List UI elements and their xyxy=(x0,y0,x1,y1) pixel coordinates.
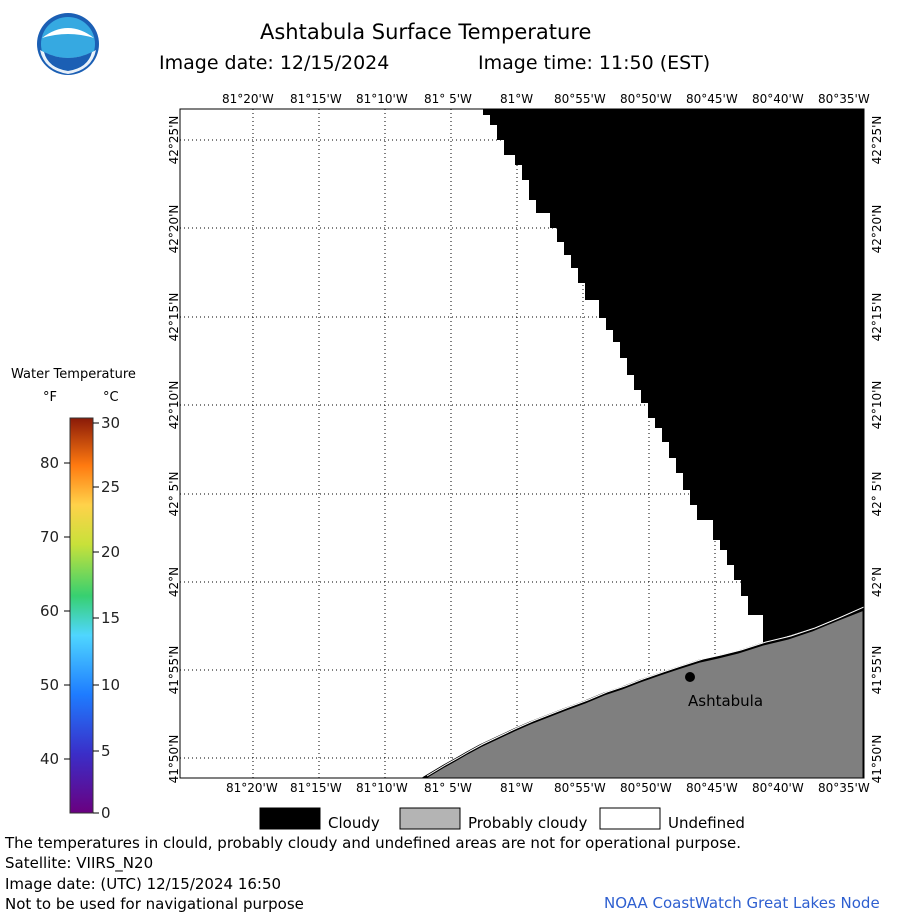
lat-label-right: 42°10'N xyxy=(870,380,884,430)
lon-label-top: 81°15'W xyxy=(290,92,342,106)
lat-label-right: 42°20'N xyxy=(870,204,884,254)
lat-label-right: 42° 5'N xyxy=(870,471,884,517)
footer-nav-warning: Not to be used for navigational purpose xyxy=(5,895,304,913)
lon-label-top: 81°20'W xyxy=(222,92,274,106)
page-title: Ashtabula Surface Temperature xyxy=(260,20,592,44)
lat-label-right: 41°50'N xyxy=(870,734,884,784)
lon-label-bottom: 80°55'W xyxy=(554,781,606,795)
lon-label-bottom: 80°45'W xyxy=(686,781,738,795)
colorbar-c-tick: 20 xyxy=(101,543,121,561)
legend-probably-cloudy-swatch xyxy=(399,807,461,830)
legend-undefined-swatch xyxy=(599,807,661,830)
cloudy-region xyxy=(483,109,864,644)
lon-label-top: 81°10'W xyxy=(356,92,408,106)
lon-label-bottom: 80°35'W xyxy=(818,781,870,795)
colorbar-f-tick: 60 xyxy=(40,602,60,620)
colorbar-c-tick: 5 xyxy=(101,742,111,760)
map-frame xyxy=(179,108,865,779)
colorbar-f-tick: 80 xyxy=(40,454,60,472)
colorbar xyxy=(69,417,94,814)
legend-cloudy-label: Cloudy xyxy=(328,814,380,832)
legend-cloudy-swatch xyxy=(259,807,321,830)
colorbar-unit-c: °C xyxy=(103,390,119,405)
colorbar-unit-f: °F xyxy=(43,390,57,405)
lon-label-top: 80°35'W xyxy=(818,92,870,106)
lat-label-right: 42°25'N xyxy=(870,115,884,165)
lon-label-bottom: 81°10'W xyxy=(356,781,408,795)
lat-label-left: 42°N xyxy=(167,566,181,598)
footer-utc-date: Image date: (UTC) 12/15/2024 16:50 xyxy=(5,875,282,893)
lon-label-bottom: 81° 5'W xyxy=(424,781,472,795)
colorbar-c-tick: 10 xyxy=(101,676,121,694)
image-time: Image time: 11:50 (EST) xyxy=(478,52,711,74)
colorbar-c-tick: 15 xyxy=(101,609,121,627)
footer-satellite: Satellite: VIIRS_N20 xyxy=(5,854,154,872)
lat-label-left: 42° 5'N xyxy=(167,471,181,517)
legend-undefined-label: Undefined xyxy=(668,814,745,832)
footer-note: The temperatures in clould, probably clo… xyxy=(5,834,742,852)
lon-label-bottom: 81°W xyxy=(500,781,534,795)
colorbar-ticks xyxy=(64,422,99,814)
lat-label-left: 42°25'N xyxy=(167,115,181,165)
colorbar-c-tick: 30 xyxy=(101,414,121,432)
ashtabula-marker xyxy=(685,672,695,682)
lon-label-top: 80°45'W xyxy=(686,92,738,106)
colorbar-f-tick: 70 xyxy=(40,528,60,546)
colorbar-c-tick: 25 xyxy=(101,478,121,496)
lat-label-right: 42°N xyxy=(870,566,884,598)
lat-label-left: 42°20'N xyxy=(167,204,181,254)
city-label: Ashtabula xyxy=(688,692,764,710)
lon-label-bottom: 80°40'W xyxy=(752,781,804,795)
lon-label-bottom: 81°20'W xyxy=(226,781,278,795)
lat-label-left: 42°10'N xyxy=(167,380,181,430)
lon-label-top: 80°55'W xyxy=(554,92,606,106)
lat-label-left: 41°55'N xyxy=(167,645,181,695)
lon-label-top: 80°50'W xyxy=(620,92,672,106)
lat-label-left: 42°15'N xyxy=(167,292,181,342)
colorbar-title: Water Temperature xyxy=(11,367,136,382)
noaa-logo xyxy=(37,13,99,75)
lon-label-top: 80°40'W xyxy=(752,92,804,106)
lat-label-right: 41°55'N xyxy=(870,645,884,695)
legend-probably-cloudy-label: Probably cloudy xyxy=(468,814,588,832)
lon-label-bottom: 80°50'W xyxy=(620,781,672,795)
lon-label-bottom: 81°15'W xyxy=(290,781,342,795)
image-date: Image date: 12/15/2024 xyxy=(159,52,390,74)
lon-label-top: 81°W xyxy=(500,92,534,106)
footer-credit: NOAA CoastWatch Great Lakes Node xyxy=(604,894,880,912)
lat-label-right: 42°15'N xyxy=(870,292,884,342)
lat-label-left: 41°50'N xyxy=(167,734,181,784)
lon-label-top: 81° 5'W xyxy=(424,92,472,106)
colorbar-f-tick: 50 xyxy=(40,676,60,694)
colorbar-c-tick: 0 xyxy=(101,804,111,822)
colorbar-f-tick: 40 xyxy=(40,750,60,768)
